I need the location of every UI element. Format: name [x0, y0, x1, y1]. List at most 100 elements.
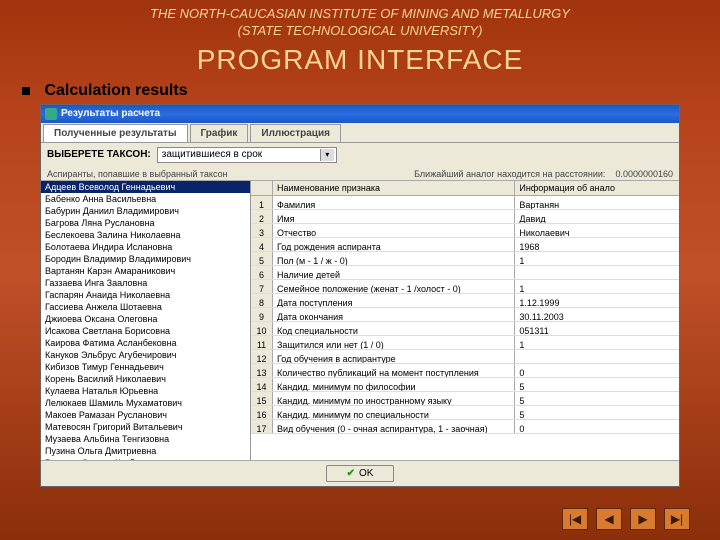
list-item[interactable]: Адцеев Всеволод Геннадьевич: [41, 181, 250, 193]
grid-col-b: Информация об анало: [515, 181, 679, 195]
aspirant-list[interactable]: Адцеев Всеволод ГеннадьевичБабенко Анна …: [41, 181, 251, 460]
list-item[interactable]: Кулаева Наталья Юрьевна: [41, 385, 250, 397]
list-item[interactable]: Багрова Ляна Руслановна: [41, 217, 250, 229]
row-num: 15: [251, 392, 273, 405]
table-row[interactable]: 6Наличие детей: [251, 266, 679, 280]
table-row[interactable]: 14Кандид. минимум по философии5: [251, 378, 679, 392]
distance-value: 0.0000000160: [615, 169, 673, 179]
table-row[interactable]: 11Защитился или нет (1 / 0)1: [251, 336, 679, 350]
left-caption: Аспиранты, попавшие в выбранный таксон: [47, 169, 228, 179]
check-icon: ✔: [347, 468, 355, 479]
attr-name: Дата окончания: [273, 308, 515, 321]
table-row[interactable]: 10Код специальности051311: [251, 322, 679, 336]
attr-value: 1: [515, 252, 679, 265]
list-item[interactable]: Гассиева Анжела Шотаевна: [41, 301, 250, 313]
attr-name: Код специальности: [273, 322, 515, 335]
attr-value: 5: [515, 392, 679, 405]
attr-name: Кандид. минимум по философии: [273, 378, 515, 391]
list-item[interactable]: Вартанян Карэн Амараникович: [41, 265, 250, 277]
nav-first-button[interactable]: |◀: [562, 508, 588, 530]
grid-col-a: Наименование признака: [273, 181, 515, 195]
table-row[interactable]: 1ФамилияВартанян: [251, 196, 679, 210]
titlebar: Результаты расчета: [41, 105, 679, 123]
attributes-grid: Наименование признака Информация об анал…: [251, 181, 679, 460]
list-item[interactable]: Кибизов Тимур Геннадьевич: [41, 361, 250, 373]
row-num: 6: [251, 266, 273, 279]
table-row[interactable]: 2ИмяДавид: [251, 210, 679, 224]
list-item[interactable]: Кануков Эльбрус Агубечирович: [41, 349, 250, 361]
row-num: 4: [251, 238, 273, 251]
list-item[interactable]: Бабенко Анна Васильевна: [41, 193, 250, 205]
list-item[interactable]: Макоев Рамазан Русланович: [41, 409, 250, 421]
row-num: 9: [251, 308, 273, 321]
taxon-row: ВЫБЕРЕТЕ ТАКСОН: защитившиеся в срок ▾: [41, 143, 679, 167]
list-item[interactable]: Газзаева Инга Зааловна: [41, 277, 250, 289]
tab-illustration[interactable]: Иллюстрация: [250, 124, 341, 142]
tab-results[interactable]: Полученные результаты: [43, 124, 188, 142]
app-window: Результаты расчета Полученные результаты…: [40, 104, 680, 487]
table-row[interactable]: 9Дата окончания30.11.2003: [251, 308, 679, 322]
row-num: 16: [251, 406, 273, 419]
list-item[interactable]: Музаева Альбина Тенгизовна: [41, 433, 250, 445]
table-row[interactable]: 16Кандид. минимум по специальности5: [251, 406, 679, 420]
ok-bar: ✔ OK: [41, 460, 679, 486]
table-row[interactable]: 12Год обучения в аспирантуре: [251, 350, 679, 364]
right-caption-wrap: Ближайший аналог находится на расстоянии…: [414, 169, 673, 179]
row-num: 8: [251, 294, 273, 307]
list-item[interactable]: Джиоева Оксана Олеговна: [41, 313, 250, 325]
attr-name: Количество публикаций на момент поступле…: [273, 364, 515, 377]
list-item[interactable]: Бабурин Даниил Владимирович: [41, 205, 250, 217]
row-num: 11: [251, 336, 273, 349]
list-item[interactable]: Корень Василий Николаевич: [41, 373, 250, 385]
list-item[interactable]: Болотаева Индира Ислановна: [41, 241, 250, 253]
taxon-select[interactable]: защитившиеся в срок ▾: [157, 147, 337, 163]
table-row[interactable]: 5Пол (м - 1 / ж - 0)1: [251, 252, 679, 266]
attr-name: Кандид. минимум по иностранному языку: [273, 392, 515, 405]
institute-line1: THE NORTH-CAUCASIAN INSTITUTE OF MINING …: [20, 6, 700, 23]
row-num: 7: [251, 280, 273, 293]
list-item[interactable]: Матевосян Григорий Витальевич: [41, 421, 250, 433]
nav-last-button[interactable]: ▶|: [664, 508, 690, 530]
content-panels: Адцеев Всеволод ГеннадьевичБабенко Анна …: [41, 180, 679, 460]
attr-name: Семейное положение (женат - 1 /холост - …: [273, 280, 515, 293]
table-row[interactable]: 3ОтчествоНиколаевич: [251, 224, 679, 238]
list-item[interactable]: Исакова Светлана Борисовна: [41, 325, 250, 337]
institute-line2: (STATE TECHNOLOGICAL UNIVERSITY): [20, 23, 700, 40]
table-row[interactable]: 7Семейное положение (женат - 1 /холост -…: [251, 280, 679, 294]
nav-prev-button[interactable]: ◀: [596, 508, 622, 530]
list-item[interactable]: Пузина Ольга Дмитриевна: [41, 445, 250, 457]
table-row[interactable]: 17Вид обучения (0 - очная аспирантура, 1…: [251, 420, 679, 434]
ok-button[interactable]: ✔ OK: [326, 465, 395, 482]
grid-header: Наименование признака Информация об анал…: [251, 181, 679, 196]
institute-header: THE NORTH-CAUCASIAN INSTITUTE OF MINING …: [0, 0, 720, 42]
attr-value: 051311: [515, 322, 679, 335]
slide-nav: |◀ ◀ ▶ ▶|: [562, 508, 690, 530]
list-item[interactable]: Ревазов Сослан Казбекович: [41, 457, 250, 460]
attr-name: Имя: [273, 210, 515, 223]
row-num: 1: [251, 196, 273, 209]
table-row[interactable]: 15Кандид. минимум по иностранному языку5: [251, 392, 679, 406]
table-row[interactable]: 4Год рождения аспиранта1968: [251, 238, 679, 252]
row-num: 3: [251, 224, 273, 237]
list-item[interactable]: Каирова Фатима Асланбековна: [41, 337, 250, 349]
attr-value: 1.12.1999: [515, 294, 679, 307]
attr-value: 0: [515, 364, 679, 377]
grid-col-num: [251, 181, 273, 195]
attr-value: 1968: [515, 238, 679, 251]
list-item[interactable]: Беслекоева Залина Николаевна: [41, 229, 250, 241]
table-row[interactable]: 8Дата поступления1.12.1999: [251, 294, 679, 308]
row-num: 14: [251, 378, 273, 391]
attr-value: Давид: [515, 210, 679, 223]
tabstrip: Полученные результаты График Иллюстрация: [41, 123, 679, 143]
list-item[interactable]: Гаспарян Анаида Николаевна: [41, 289, 250, 301]
list-item[interactable]: Бородин Владимир Владимирович: [41, 253, 250, 265]
list-item[interactable]: Лелюкаев Шамиль Мухаматович: [41, 397, 250, 409]
attr-name: Защитился или нет (1 / 0): [273, 336, 515, 349]
row-num: 13: [251, 364, 273, 377]
attr-value: 1: [515, 336, 679, 349]
nav-next-button[interactable]: ▶: [630, 508, 656, 530]
tab-graph[interactable]: График: [190, 124, 249, 142]
attr-name: Наличие детей: [273, 266, 515, 279]
attr-value: 1: [515, 280, 679, 293]
table-row[interactable]: 13Количество публикаций на момент поступ…: [251, 364, 679, 378]
